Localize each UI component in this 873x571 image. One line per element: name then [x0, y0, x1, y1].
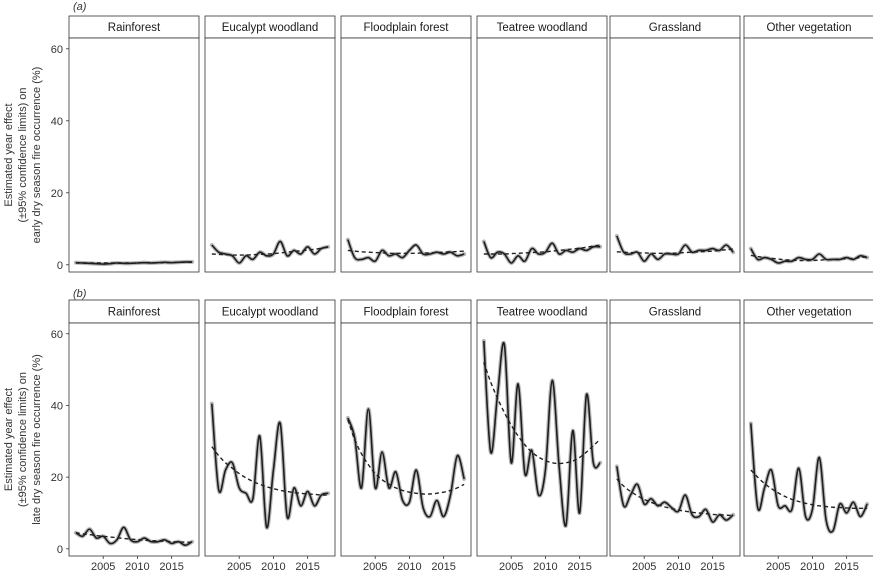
x-tick-label: 2005: [766, 561, 790, 571]
facet-plot-area: [476, 37, 608, 273]
observed-line: [75, 526, 193, 547]
observed-line: [750, 423, 868, 533]
y-axis-title-line: (±95% confidence limits) on: [17, 372, 29, 507]
facet-title: Grassland: [649, 22, 701, 34]
trend-line: [211, 246, 329, 256]
y-axis-title-line: Estimated year effect: [3, 388, 15, 491]
x-tick-label: 2010: [666, 561, 690, 571]
facet-title: Teatree woodland: [497, 22, 588, 34]
x-tick-label: 2015: [567, 561, 591, 571]
x-tick-label: 2015: [159, 561, 183, 571]
facet-title: Rainforest: [108, 22, 161, 34]
observed-line: [750, 248, 868, 264]
facet-plot-area: [743, 37, 873, 273]
y-tick-label: 60: [51, 44, 63, 56]
x-tick-label: 2010: [261, 561, 285, 571]
observed-line: [616, 235, 734, 262]
facet-title: Other vegetation: [766, 22, 851, 34]
facet-title: Grassland: [649, 307, 701, 319]
y-axis-title-line: Estimated year effect: [3, 103, 15, 206]
x-tick-label: 2005: [227, 561, 251, 571]
facet-title: Floodplain forest: [363, 307, 449, 319]
observed-line: [616, 466, 734, 523]
observed-line: [483, 340, 601, 527]
y-tick-label: 20: [51, 472, 63, 484]
facet-title: Eucalypt woodland: [222, 22, 319, 34]
x-tick-label: 2010: [533, 561, 557, 571]
facet-title: Rainforest: [108, 307, 161, 319]
facet-plot-area: [609, 37, 741, 273]
facet-title: Teatree woodland: [497, 307, 588, 319]
facet-title: Eucalypt woodland: [222, 307, 319, 319]
y-axis-title-line: early dry season fire occurrence (%): [31, 67, 43, 244]
facet-plot-area: [68, 37, 200, 273]
observed-line: [347, 408, 465, 518]
y-tick-label: 0: [57, 260, 63, 272]
x-tick-label: 2005: [632, 561, 656, 571]
x-tick-label: 2005: [499, 561, 523, 571]
facet-plot-area: [609, 322, 741, 557]
y-tick-label: 0: [57, 544, 63, 556]
trend-line: [75, 532, 193, 544]
x-tick-label: 2005: [91, 561, 115, 571]
facet-plot-area: [68, 322, 200, 557]
y-axis-title-line: late dry season fire occurrence (%): [31, 354, 43, 525]
x-tick-label: 2010: [800, 561, 824, 571]
y-tick-label: 40: [51, 400, 63, 412]
y-axis-title-line: (±95% confidence limits) on: [17, 87, 29, 222]
trend-line: [616, 248, 734, 255]
y-tick-label: 20: [51, 188, 63, 200]
x-tick-label: 2015: [431, 561, 455, 571]
facet-title: Floodplain forest: [363, 22, 449, 34]
trend-line: [750, 469, 868, 510]
y-tick-label: 40: [51, 116, 63, 128]
y-tick-label: 60: [51, 329, 63, 341]
observed-line: [75, 261, 193, 265]
x-tick-label: 2010: [397, 561, 421, 571]
trend-line: [483, 362, 601, 465]
observed-line: [483, 241, 601, 264]
x-tick-label: 2010: [125, 561, 149, 571]
observed-line: [347, 239, 465, 263]
facet-plot-area: [340, 37, 472, 273]
x-tick-label: 2005: [363, 561, 387, 571]
observed-line: [211, 403, 329, 529]
panel-label: (b): [73, 288, 87, 300]
trend-line: [211, 446, 329, 496]
x-tick-label: 2015: [700, 561, 724, 571]
trend-line: [347, 419, 465, 495]
trend-line: [616, 478, 734, 517]
facet-plot-area: [340, 322, 472, 557]
facet-plot-area: [476, 322, 608, 557]
panel-label: (a): [73, 1, 87, 13]
x-tick-label: 2015: [295, 561, 319, 571]
facet-title: Other vegetation: [766, 307, 851, 319]
trend-line: [483, 244, 601, 255]
observed-line: [211, 240, 329, 264]
facet-plot-area: [204, 37, 336, 273]
x-tick-label: 2015: [834, 561, 858, 571]
